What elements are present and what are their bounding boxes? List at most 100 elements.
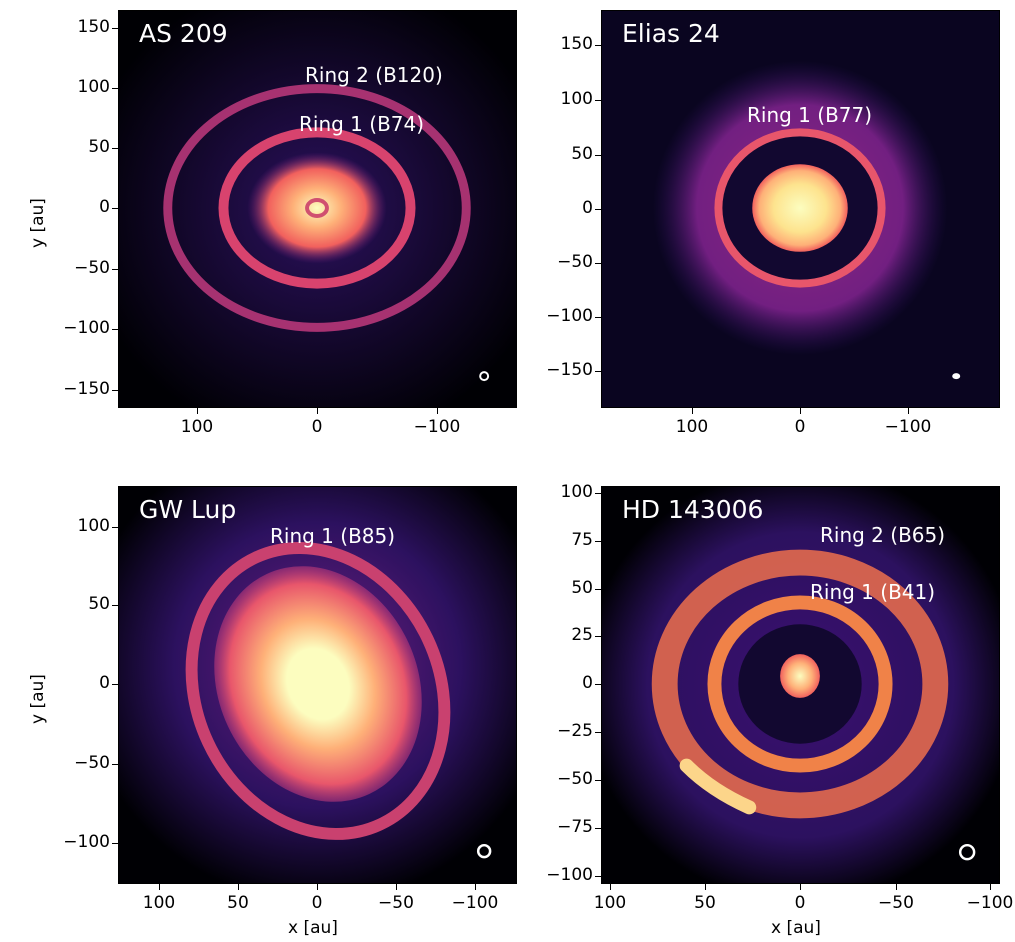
y-tick-label: 50 — [571, 578, 593, 598]
disk-image-gwlup — [119, 487, 516, 883]
y-axis-label: y [au] — [28, 674, 48, 724]
disk-image-hd143006 — [602, 487, 999, 883]
x-tick-label: −100 — [451, 893, 499, 913]
y-tick-label: −150 — [63, 379, 110, 399]
y-tick-label: 0 — [99, 673, 110, 693]
y-tick-label: 150 — [560, 34, 593, 54]
ring-label: Ring 2 (B65) — [820, 523, 946, 547]
x-axis-label: x [au] — [288, 918, 338, 938]
ring-label: Ring 1 (B77) — [747, 103, 873, 127]
y-tick-label: −25 — [557, 721, 593, 741]
y-tick-mark — [112, 843, 118, 844]
x-tick-mark — [908, 408, 909, 414]
y-tick-mark — [112, 684, 118, 685]
y-tick-label: −100 — [546, 306, 593, 326]
y-tick-label: −50 — [557, 252, 593, 272]
y-tick-label: 50 — [571, 144, 593, 164]
y-tick-mark — [112, 148, 118, 149]
y-tick-mark — [595, 732, 601, 733]
y-tick-mark — [595, 541, 601, 542]
y-tick-label: −150 — [546, 360, 593, 380]
y-tick-label: 0 — [582, 198, 593, 218]
x-tick-mark — [990, 884, 991, 890]
x-tick-label: −100 — [413, 417, 461, 437]
ring-label: Ring 2 (B120) — [305, 63, 443, 87]
panel-title: AS 209 — [139, 19, 228, 48]
y-tick-label: −75 — [557, 817, 593, 837]
y-tick-mark — [595, 45, 601, 46]
x-tick-label: 100 — [593, 893, 627, 913]
y-tick-mark — [112, 208, 118, 209]
y-tick-mark — [112, 764, 118, 765]
y-tick-label: 50 — [88, 137, 110, 157]
x-tick-mark — [705, 884, 706, 890]
x-tick-mark — [238, 884, 239, 890]
disk-image-elias24 — [602, 11, 999, 407]
y-tick-label: −50 — [74, 753, 110, 773]
x-tick-label: −50 — [378, 893, 414, 913]
x-tick-mark — [159, 884, 160, 890]
y-tick-mark — [595, 209, 601, 210]
x-tick-label: 50 — [227, 893, 249, 913]
y-tick-label: −100 — [63, 318, 110, 338]
y-tick-mark — [595, 317, 601, 318]
y-tick-mark — [112, 527, 118, 528]
x-tick-mark — [317, 884, 318, 890]
y-tick-label: −100 — [546, 865, 593, 885]
panel-elias24: Elias 24 Ring 1 (B77) — [601, 10, 1000, 408]
x-tick-mark — [396, 884, 397, 890]
x-tick-mark — [610, 884, 611, 890]
y-tick-label: 50 — [88, 594, 110, 614]
ring-label: Ring 1 (B85) — [270, 524, 396, 548]
y-axis-label: y [au] — [28, 198, 48, 248]
y-tick-mark — [595, 155, 601, 156]
x-tick-label: −100 — [966, 893, 1014, 913]
y-tick-label: 150 — [77, 17, 110, 37]
x-tick-label: 50 — [694, 893, 716, 913]
y-tick-label: 100 — [77, 516, 110, 536]
y-tick-label: 100 — [560, 89, 593, 109]
y-tick-mark — [112, 28, 118, 29]
x-tick-mark — [692, 408, 693, 414]
y-tick-mark — [595, 371, 601, 372]
y-tick-mark — [112, 269, 118, 270]
y-tick-mark — [595, 780, 601, 781]
x-tick-label: 0 — [311, 893, 323, 913]
panel-title: Elias 24 — [622, 19, 720, 48]
y-tick-label: 0 — [582, 673, 593, 693]
ring-label: Ring 1 (B74) — [299, 112, 425, 136]
x-tick-label: 0 — [794, 893, 806, 913]
disk-image-as209 — [119, 11, 516, 407]
y-tick-mark — [595, 100, 601, 101]
x-tick-label: 100 — [675, 417, 709, 437]
panel-title: GW Lup — [139, 495, 237, 524]
ring-label: Ring 1 (B41) — [810, 580, 936, 604]
x-tick-mark — [896, 884, 897, 890]
panel-as209: AS 209 Ring 2 (B120) Ring 1 (B74) — [118, 10, 517, 408]
y-tick-mark — [595, 636, 601, 637]
x-tick-mark — [437, 408, 438, 414]
x-tick-mark — [800, 884, 801, 890]
panel-gwlup: GW Lup Ring 1 (B85) — [118, 486, 517, 884]
y-tick-mark — [112, 390, 118, 391]
y-tick-mark — [595, 876, 601, 877]
x-tick-mark — [197, 408, 198, 414]
y-tick-mark — [595, 493, 601, 494]
y-tick-label: 75 — [571, 530, 593, 550]
panel-hd143006: HD 143006 Ring 2 (B65) Ring 1 (B41) — [601, 486, 1000, 884]
y-tick-label: 100 — [77, 77, 110, 97]
panel-title: HD 143006 — [622, 495, 764, 524]
x-axis-label: x [au] — [771, 918, 821, 938]
y-tick-label: 0 — [99, 197, 110, 217]
y-tick-label: −50 — [557, 769, 593, 789]
y-tick-label: 100 — [560, 482, 593, 502]
y-tick-label: 25 — [571, 625, 593, 645]
y-tick-label: −100 — [63, 832, 110, 852]
y-tick-mark — [595, 263, 601, 264]
y-tick-mark — [595, 684, 601, 685]
x-tick-label: 100 — [142, 893, 176, 913]
x-tick-label: −100 — [884, 417, 932, 437]
y-tick-mark — [112, 605, 118, 606]
y-tick-mark — [595, 828, 601, 829]
y-tick-mark — [595, 589, 601, 590]
